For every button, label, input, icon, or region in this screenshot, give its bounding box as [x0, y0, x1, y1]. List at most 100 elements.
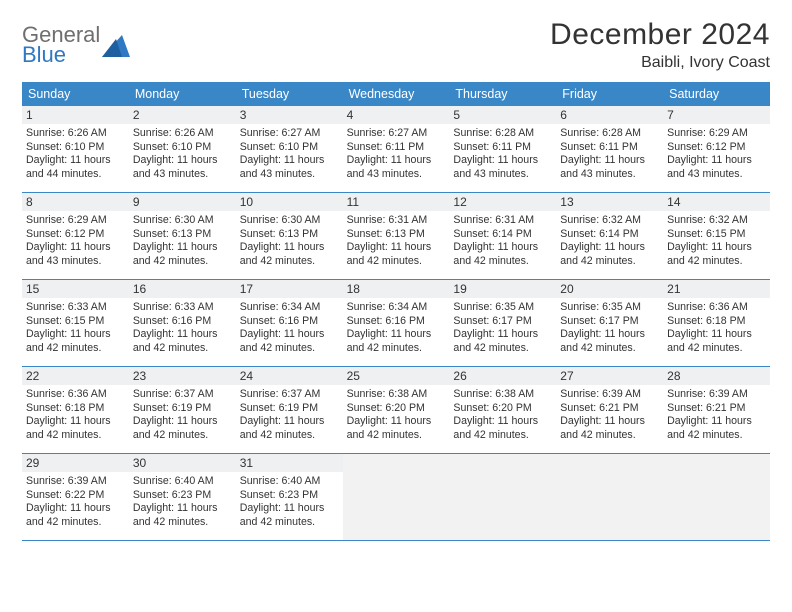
- sunset-line: Sunset: 6:11 PM: [453, 141, 552, 155]
- day-number: 23: [129, 367, 236, 385]
- day-cell: 29Sunrise: 6:39 AMSunset: 6:22 PMDayligh…: [22, 454, 129, 540]
- day-cell: 14Sunrise: 6:32 AMSunset: 6:15 PMDayligh…: [663, 193, 770, 279]
- weekday-header: Tuesday: [236, 82, 343, 106]
- week-row: 1 Sunrise: 6:26 AM Sunset: 6:10 PM Daylight…: [22, 106, 770, 193]
- sunset-line: Sunset: 6:13 PM: [133, 228, 232, 242]
- sunset-line: Sunset: 6:13 PM: [240, 228, 339, 242]
- logo: General Blue: [22, 18, 130, 66]
- day-number: 26: [449, 367, 556, 385]
- day-cell: 19Sunrise: 6:35 AMSunset: 6:17 PMDayligh…: [449, 280, 556, 366]
- weekday-header: Wednesday: [343, 82, 450, 106]
- daylight-line: Daylight: 11 hours: [26, 328, 125, 342]
- daylight-line: and 42 minutes.: [667, 255, 766, 269]
- daylight-line: and 42 minutes.: [240, 429, 339, 443]
- day-cell: [556, 454, 663, 540]
- sunset-line: Sunset: 6:11 PM: [347, 141, 446, 155]
- day-cell: 26Sunrise: 6:38 AMSunset: 6:20 PMDayligh…: [449, 367, 556, 453]
- day-cell: 15Sunrise: 6:33 AMSunset: 6:15 PMDayligh…: [22, 280, 129, 366]
- sunset-line: Sunset: 6:12 PM: [667, 141, 766, 155]
- sunset-line: Sunset: 6:11 PM: [560, 141, 659, 155]
- calendar: Sunday Monday Tuesday Wednesday Thursday…: [22, 82, 770, 541]
- sunrise-line: Sunrise: 6:36 AM: [667, 301, 766, 315]
- daylight-line: and 42 minutes.: [560, 342, 659, 356]
- week-row: 8Sunrise: 6:29 AMSunset: 6:12 PMDaylight…: [22, 193, 770, 280]
- daylight-line: Daylight: 11 hours: [560, 241, 659, 255]
- day-cell: 3Sunrise: 6:27 AMSunset: 6:10 PMDaylight…: [236, 106, 343, 192]
- daylight-line: Daylight: 11 hours: [667, 415, 766, 429]
- daylight-line: and 42 minutes.: [347, 255, 446, 269]
- day-number: 29: [22, 454, 129, 472]
- day-cell: 28Sunrise: 6:39 AMSunset: 6:21 PMDayligh…: [663, 367, 770, 453]
- daylight-line: and 43 minutes.: [240, 168, 339, 182]
- sunrise-line: Sunrise: 6:26 AM: [26, 127, 125, 141]
- header: General Blue December 2024 Baibli, Ivory…: [22, 18, 770, 72]
- daylight-line: and 43 minutes.: [347, 168, 446, 182]
- location: Baibli, Ivory Coast: [550, 54, 770, 72]
- daylight-line: and 42 minutes.: [26, 429, 125, 443]
- sunrise-line: Sunrise: 6:29 AM: [26, 214, 125, 228]
- sunrise-line: Sunrise: 6:31 AM: [453, 214, 552, 228]
- week-row: 15Sunrise: 6:33 AMSunset: 6:15 PMDayligh…: [22, 280, 770, 367]
- sunset-line: Sunset: 6:19 PM: [240, 402, 339, 416]
- daylight-line: and 44 minutes.: [26, 168, 125, 182]
- day-number: 6: [556, 106, 663, 124]
- daylight-line: and 43 minutes.: [560, 168, 659, 182]
- daylight-line: and 42 minutes.: [667, 429, 766, 443]
- daylight-line: Daylight: 11 hours: [26, 154, 125, 168]
- daylight-line: Daylight: 11 hours: [560, 415, 659, 429]
- sunset-line: Sunset: 6:14 PM: [453, 228, 552, 242]
- day-number: 11: [343, 193, 450, 211]
- sunset-line: Sunset: 6:10 PM: [133, 141, 232, 155]
- day-number: 13: [556, 193, 663, 211]
- sunset-line: Sunset: 6:15 PM: [26, 315, 125, 329]
- sunrise-line: Sunrise: 6:31 AM: [347, 214, 446, 228]
- day-cell: 16Sunrise: 6:33 AMSunset: 6:16 PMDayligh…: [129, 280, 236, 366]
- day-number: 14: [663, 193, 770, 211]
- daylight-line: Daylight: 11 hours: [133, 241, 232, 255]
- sunset-line: Sunset: 6:18 PM: [26, 402, 125, 416]
- day-number: 31: [236, 454, 343, 472]
- sunrise-line: Sunrise: 6:32 AM: [560, 214, 659, 228]
- sunset-line: Sunset: 6:19 PM: [133, 402, 232, 416]
- day-cell: 2Sunrise: 6:26 AMSunset: 6:10 PMDaylight…: [129, 106, 236, 192]
- day-number: 1: [22, 106, 129, 124]
- sunset-line: Sunset: 6:14 PM: [560, 228, 659, 242]
- day-cell: 25Sunrise: 6:38 AMSunset: 6:20 PMDayligh…: [343, 367, 450, 453]
- daylight-line: and 42 minutes.: [667, 342, 766, 356]
- day-number: 7: [663, 106, 770, 124]
- daylight-line: Daylight: 11 hours: [26, 241, 125, 255]
- day-cell: [449, 454, 556, 540]
- sunrise-line: Sunrise: 6:30 AM: [133, 214, 232, 228]
- daylight-line: and 43 minutes.: [453, 168, 552, 182]
- day-number: 12: [449, 193, 556, 211]
- sunset-line: Sunset: 6:10 PM: [240, 141, 339, 155]
- daylight-line: Daylight: 11 hours: [667, 328, 766, 342]
- sunset-line: Sunset: 6:12 PM: [26, 228, 125, 242]
- daylight-line: and 43 minutes.: [667, 168, 766, 182]
- day-number: 20: [556, 280, 663, 298]
- day-number: 17: [236, 280, 343, 298]
- day-number: 9: [129, 193, 236, 211]
- sunset-line: Sunset: 6:20 PM: [347, 402, 446, 416]
- day-cell: 10Sunrise: 6:30 AMSunset: 6:13 PMDayligh…: [236, 193, 343, 279]
- daylight-line: and 42 minutes.: [347, 342, 446, 356]
- sunrise-line: Sunrise: 6:37 AM: [240, 388, 339, 402]
- sunset-line: Sunset: 6:20 PM: [453, 402, 552, 416]
- sunrise-line: Sunrise: 6:37 AM: [133, 388, 232, 402]
- daylight-line: Daylight: 11 hours: [667, 241, 766, 255]
- sunrise-line: Sunrise: 6:35 AM: [453, 301, 552, 315]
- sunset-line: Sunset: 6:17 PM: [560, 315, 659, 329]
- daylight-line: and 43 minutes.: [26, 255, 125, 269]
- day-number: 15: [22, 280, 129, 298]
- daylight-line: Daylight: 11 hours: [133, 502, 232, 516]
- sunrise-line: Sunrise: 6:34 AM: [347, 301, 446, 315]
- daylight-line: Daylight: 11 hours: [667, 154, 766, 168]
- day-cell: 7Sunrise: 6:29 AMSunset: 6:12 PMDaylight…: [663, 106, 770, 192]
- day-cell: 30Sunrise: 6:40 AMSunset: 6:23 PMDayligh…: [129, 454, 236, 540]
- day-cell: [663, 454, 770, 540]
- daylight-line: and 42 minutes.: [133, 429, 232, 443]
- day-cell: 5Sunrise: 6:28 AMSunset: 6:11 PMDaylight…: [449, 106, 556, 192]
- day-cell: 31Sunrise: 6:40 AMSunset: 6:23 PMDayligh…: [236, 454, 343, 540]
- daylight-line: Daylight: 11 hours: [453, 415, 552, 429]
- day-number: 28: [663, 367, 770, 385]
